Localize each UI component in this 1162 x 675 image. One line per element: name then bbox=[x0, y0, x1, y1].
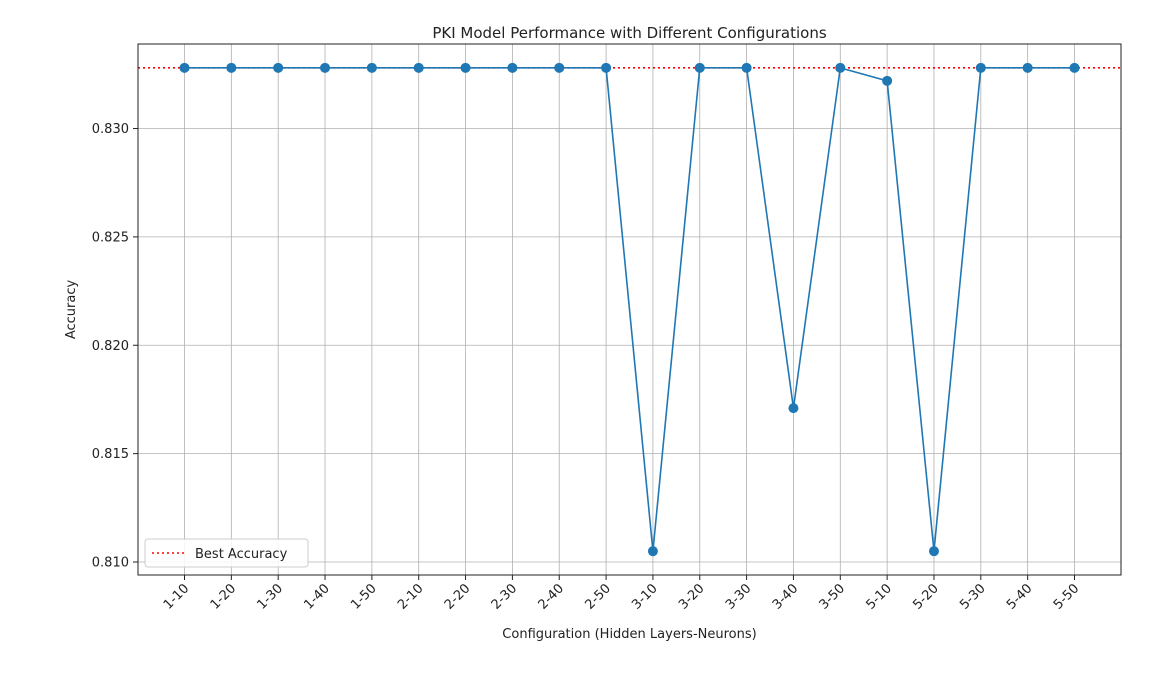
legend-box bbox=[144, 538, 309, 568]
data-point bbox=[226, 62, 237, 73]
plot-frame bbox=[137, 43, 1122, 576]
series-line bbox=[184, 66, 1075, 552]
data-point bbox=[273, 62, 284, 73]
data-point bbox=[507, 62, 518, 73]
data-point bbox=[835, 62, 846, 73]
data-point bbox=[694, 62, 705, 73]
grid bbox=[138, 44, 1121, 575]
data-point bbox=[1069, 62, 1080, 73]
series-layer bbox=[179, 62, 1080, 557]
y-tick-label: 0.830 bbox=[92, 122, 129, 137]
legend-label-best-accuracy: Best Accuracy bbox=[195, 547, 288, 562]
data-point bbox=[647, 546, 658, 557]
y-tick-label: 0.820 bbox=[92, 339, 129, 354]
y-tick-label: 0.815 bbox=[92, 447, 129, 462]
y-axis-ticks: 0.810 0.815 0.820 0.825 0.830 bbox=[92, 122, 138, 570]
data-point bbox=[975, 62, 986, 73]
data-point bbox=[179, 62, 190, 73]
data-point bbox=[413, 62, 424, 73]
data-point bbox=[788, 403, 799, 414]
data-point bbox=[460, 62, 471, 73]
data-point bbox=[882, 75, 893, 86]
data-point bbox=[1022, 62, 1033, 73]
legend: Best Accuracy bbox=[144, 538, 309, 568]
x-axis-label: Configuration (Hidden Layers-Neurons) bbox=[502, 627, 756, 642]
data-point bbox=[320, 62, 331, 73]
data-point bbox=[741, 62, 752, 73]
data-point bbox=[601, 62, 612, 73]
y-tick-label: 0.810 bbox=[92, 555, 129, 570]
data-point bbox=[928, 546, 939, 557]
data-point bbox=[554, 62, 565, 73]
data-point bbox=[366, 62, 377, 73]
chart-title: PKI Model Performance with Different Con… bbox=[432, 24, 827, 42]
y-axis-label: Accuracy bbox=[64, 280, 79, 340]
y-tick-label: 0.825 bbox=[92, 230, 129, 245]
